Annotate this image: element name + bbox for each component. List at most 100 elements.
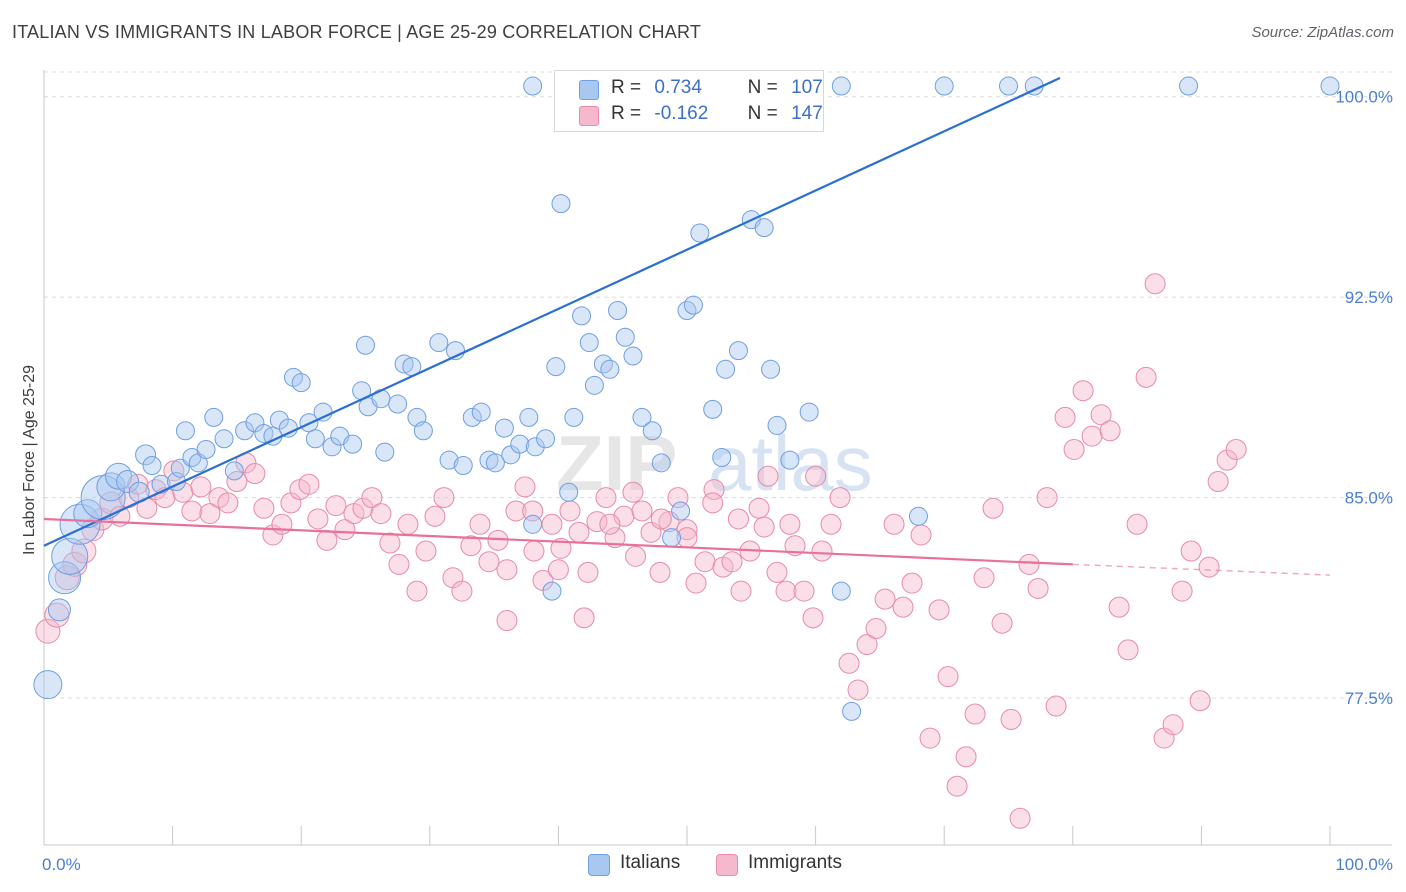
italians-points [33,76,1340,721]
immigrants-point-121 [1126,513,1148,535]
immigrants-point-86 [811,540,833,562]
immigrants-point-137 [702,492,724,514]
immigrants-point-98 [919,727,941,749]
immigrants-point-51 [496,559,518,581]
immigrants-point-103 [964,703,986,725]
immigrants-point-79 [748,497,770,519]
immigrants-point-96 [901,572,923,594]
immigrants-point-63 [604,527,626,549]
immigrants-point-105 [982,497,1004,519]
italians-point-96 [523,76,543,96]
correlation-legend: R = 0.734 N = 107 R = -0.162 N = 147 [554,70,824,132]
italians-point-34 [322,437,342,457]
x-tick-label-max: 100.0% [1335,855,1393,874]
immigrants-point-38 [379,532,401,554]
italians-point-48 [439,450,459,470]
immigrants-point-130 [1207,471,1229,493]
italians-r-label: R = [611,77,642,98]
italians-r-value: 0.734 [654,77,702,98]
immigrants-point-23 [244,463,266,485]
italians-point-89 [761,359,781,379]
immigrants-point-40 [397,513,419,535]
immigrants-point-68 [649,561,671,583]
immigrants-point-84 [793,580,815,602]
immigrants-point-101 [946,775,968,797]
immigrants-point-71 [676,519,698,541]
immigrants-n-label: N = [747,103,778,124]
immigrants-point-108 [1009,807,1031,829]
immigrants-point-66 [631,500,653,522]
immigrants-point-58 [559,500,581,522]
immigrants-point-52 [505,500,527,522]
italians-point-79 [671,501,691,521]
italians-point-55 [494,418,514,438]
immigrants-point-77 [730,580,752,602]
grid-lines [44,71,1392,699]
axes [43,70,1392,846]
y-axis-label: In Labor Force | Age 25-29 [21,365,38,555]
immigrants-point-47 [460,535,482,557]
immigrants-swatch [579,106,599,126]
immigrants-r-value: -0.162 [654,103,709,124]
italians-point-75 [632,407,652,427]
italians-point-85 [716,359,736,379]
italians-point-74 [623,346,643,366]
italians-point-2 [48,561,82,595]
italians-point-22 [224,461,244,481]
italians-point-57 [510,434,530,454]
immigrants-point-24 [253,497,275,519]
italians-point-17 [182,448,202,467]
immigrants-point-43 [424,505,446,527]
x-tick-label-min: 0.0% [42,855,81,874]
immigrants-point-112 [1045,695,1067,717]
chart-title: ITALIAN VS IMMIGRANTS IN LABOR FORCE | A… [12,22,702,42]
immigrants-point-120 [1117,639,1139,661]
italians-point-83 [703,399,723,419]
immigrants-point-36 [361,487,383,509]
italians-point-1 [47,598,71,622]
immigrants-point-44 [433,487,455,509]
italians-point-95 [908,506,928,526]
italians-point-21 [214,429,234,449]
italians-point-39 [356,335,375,355]
italians-point-69 [584,375,604,395]
italians-point-68 [579,333,599,353]
immigrants-point-132 [1225,438,1247,460]
immigrants-point-30 [307,508,329,530]
italians-point-58 [519,407,539,427]
immigrants-point-76 [721,551,743,573]
immigrants-point-117 [1090,404,1112,426]
italians-point-12 [142,456,162,476]
immigrants-point-17 [190,476,212,498]
italians-point-102 [934,76,954,96]
immigrants-point-134 [779,513,801,535]
italians-point-91 [780,450,800,470]
italians-point-59 [523,514,543,534]
immigrants-point-95 [892,596,914,618]
watermark-atlas: atlas [708,419,873,507]
y-tick-label-3: 77.5% [1345,689,1393,708]
italians-point-67 [572,306,592,326]
italians-n-label: N = [747,77,778,98]
italians-point-23 [235,421,255,441]
italians-point-30 [291,373,311,393]
italians-point-50 [453,456,473,476]
immigrants-point-62 [595,487,617,509]
immigrants-point-140 [625,545,647,567]
immigrants-point-123 [1144,273,1166,295]
immigrants-point-104 [973,567,995,589]
immigrants-point-39 [388,553,410,575]
immigrants-point-145 [496,610,518,632]
immigrants-point-100 [937,666,959,688]
bottom-immigrants-swatch [716,854,738,876]
italians-point-46 [413,421,433,441]
immigrants-point-73 [694,551,716,573]
trend-lines [43,77,1331,576]
immigrants-point-87 [820,513,842,535]
immigrants-point-141 [599,513,621,535]
italians-point-60 [525,437,545,457]
italians-point-11 [135,444,157,466]
italians-point-62 [542,581,562,601]
italians-point-0 [33,670,63,700]
